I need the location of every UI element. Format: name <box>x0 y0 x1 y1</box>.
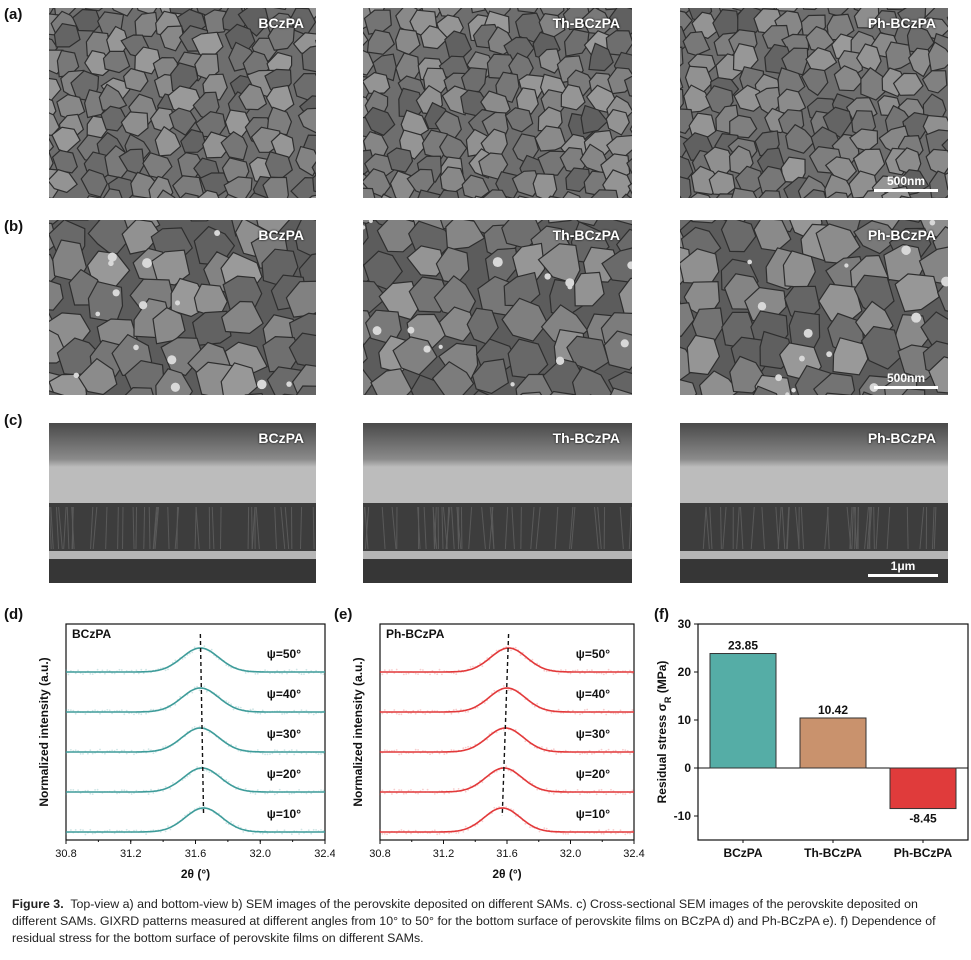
x-category-label: Th-BCzPA <box>804 846 862 860</box>
sem-bottom-th-bczpa: Th-BCzPA <box>363 220 632 395</box>
chart-residual-stress: -10 0 10 20 30 23.85 BCzPA 10.42 Th-BCzPA -8.45 Ph… <box>655 617 969 860</box>
x-tick-label: 32.0 <box>560 848 581 860</box>
bar-value-label: -8.45 <box>909 812 937 826</box>
y-axis-label: Normalized intensity (a.u.) <box>37 657 51 806</box>
series-label: ψ=20° <box>576 767 610 781</box>
panel-letter-c: (c) <box>4 412 23 429</box>
bar <box>799 717 867 769</box>
x-category-label: BCzPA <box>723 846 762 860</box>
y-tick-label: 20 <box>678 665 692 679</box>
bar-value-label: 10.42 <box>818 703 848 717</box>
figure-label: Figure 3. <box>12 897 64 911</box>
caption-text: Top-view a) and bottom-view b) SEM image… <box>12 897 936 945</box>
series-label: ψ=10° <box>576 807 610 821</box>
sem-bottom-ph-bczpa: Ph-BCzPA 500nm <box>680 220 948 395</box>
x-tick-label: 30.8 <box>55 848 76 860</box>
scale-bar: 500nm <box>874 371 938 389</box>
scale-bar: 500nm <box>874 174 938 192</box>
panel-letter-e: (e) <box>334 606 353 623</box>
y-axis-label: Normalized intensity (a.u.) <box>351 657 365 806</box>
sem-label: Ph-BCzPA <box>867 15 936 31</box>
sem-label: BCzPA <box>258 430 304 446</box>
y-tick-label: 10 <box>678 713 692 727</box>
x-category-label: Ph-BCzPA <box>894 846 953 860</box>
sem-bottom-bczpa: BCzPA <box>49 220 316 395</box>
sem-cross-texture <box>680 423 948 583</box>
sem-cross-ph-bczpa: Ph-BCzPA 1μm <box>680 423 948 583</box>
sem-texture <box>363 220 632 395</box>
peak-trend-line <box>501 633 510 817</box>
peak-trend-line <box>199 633 205 817</box>
series-line <box>380 647 634 673</box>
y-tick-label: -10 <box>674 809 692 823</box>
series-label: ψ=50° <box>576 647 610 661</box>
sem-texture <box>680 220 948 395</box>
series-line <box>66 687 325 713</box>
sem-label: Ph-BCzPA <box>867 430 936 446</box>
chart-gixrd-ph-bczpa: 30.8 31.2 31.6 32.0 32.4 2θ (°) Normalized int… <box>351 623 645 881</box>
sem-texture <box>49 220 316 395</box>
chart-gixrd-bczpa: 30.8 31.2 31.6 32.0 32.4 2θ (°) Normalized int… <box>37 623 335 881</box>
x-axis-label: 2θ (°) <box>181 867 210 881</box>
sem-label: Ph-BCzPA <box>867 227 936 243</box>
sem-label: Th-BCzPA <box>552 227 620 243</box>
panel-letter-b: (b) <box>4 218 24 235</box>
series-label: ψ=20° <box>267 767 301 781</box>
sem-cross-texture <box>363 423 632 583</box>
series-line <box>380 687 634 713</box>
series-line <box>66 647 325 673</box>
series-label: ψ=50° <box>267 647 301 661</box>
x-tick-label: 31.2 <box>433 848 454 860</box>
scale-bar-label: 500nm <box>886 174 926 188</box>
sem-label: Th-BCzPA <box>552 15 620 31</box>
panel-letter-d: (d) <box>4 606 24 623</box>
sem-texture <box>363 8 632 198</box>
x-tick-label: 32.4 <box>314 848 335 860</box>
x-tick-label: 32.4 <box>623 848 644 860</box>
series-label: ψ=10° <box>267 807 301 821</box>
bar-value-label: 23.85 <box>728 639 758 653</box>
scale-bar: 1μm <box>868 559 938 577</box>
series-line <box>380 807 634 833</box>
series-label: ψ=30° <box>576 727 610 741</box>
series-line <box>380 727 634 753</box>
sem-top-bczpa: BCzPA <box>49 8 316 198</box>
bar <box>709 653 777 769</box>
panel-letter-a: (a) <box>4 6 23 23</box>
y-tick-label: 30 <box>678 617 692 631</box>
series-line <box>380 767 634 793</box>
sem-label: Th-BCzPA <box>552 430 620 446</box>
scale-bar-label: 1μm <box>890 559 916 573</box>
sem-texture <box>49 8 316 198</box>
x-tick-label: 31.6 <box>496 848 517 860</box>
sem-top-th-bczpa: Th-BCzPA <box>363 8 632 198</box>
bar <box>889 767 957 810</box>
sem-cross-bczpa: BCzPA <box>49 423 316 583</box>
x-axis-label: 2θ (°) <box>492 867 521 881</box>
x-tick-label: 31.2 <box>120 848 141 860</box>
x-tick-label: 31.6 <box>185 848 206 860</box>
sem-top-ph-bczpa: Ph-BCzPA 500nm <box>680 8 948 198</box>
chart-title: Ph-BCzPA <box>386 627 445 641</box>
series-line <box>66 807 325 833</box>
y-axis-label: Residual stress σR (MPa) <box>655 661 673 804</box>
sem-cross-th-bczpa: Th-BCzPA <box>363 423 632 583</box>
series-line <box>66 727 325 753</box>
series-label: ψ=30° <box>267 727 301 741</box>
series-label: ψ=40° <box>267 687 301 701</box>
x-tick-label: 32.0 <box>250 848 271 860</box>
y-tick-label: 0 <box>684 761 691 775</box>
x-tick-label: 30.8 <box>369 848 390 860</box>
sem-texture <box>680 8 948 198</box>
series-line <box>66 767 325 793</box>
scale-bar-label: 500nm <box>886 371 926 385</box>
panel-letter-f: (f) <box>654 606 669 623</box>
sem-label: BCzPA <box>258 227 304 243</box>
series-label: ψ=40° <box>576 687 610 701</box>
chart-title: BCzPA <box>72 627 111 641</box>
sem-cross-texture <box>49 423 316 583</box>
sem-label: BCzPA <box>258 15 304 31</box>
figure-caption: Figure 3. Top-view a) and bottom-view b)… <box>12 896 962 947</box>
